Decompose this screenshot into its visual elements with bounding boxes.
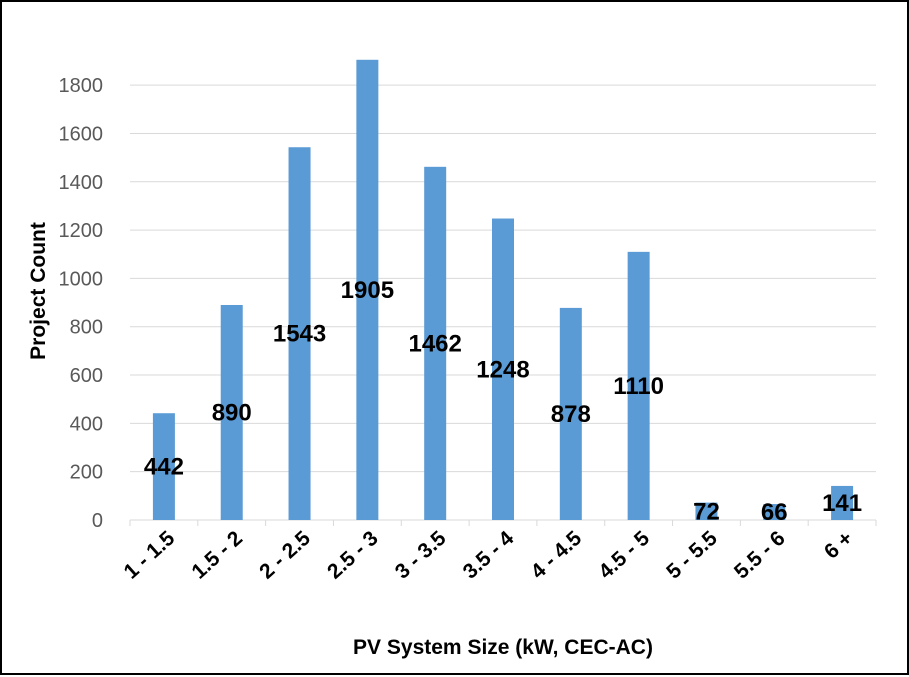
bar bbox=[627, 251, 650, 521]
y-tick-label: 0 bbox=[92, 510, 103, 532]
data-label: 1462 bbox=[408, 330, 461, 357]
y-tick-label: 200 bbox=[70, 462, 103, 484]
y-tick-label: 800 bbox=[70, 317, 103, 339]
data-label: 66 bbox=[761, 499, 788, 526]
data-label: 1543 bbox=[273, 321, 326, 348]
bar bbox=[763, 504, 786, 520]
x-tick-label: 1 - 1.5 bbox=[120, 526, 180, 583]
x-tick-label: 3.5 - 4 bbox=[459, 526, 519, 583]
bar-series bbox=[152, 59, 854, 521]
bar bbox=[492, 218, 514, 521]
y-tick-label: 1400 bbox=[59, 172, 104, 194]
bar bbox=[220, 304, 243, 520]
data-label: 878 bbox=[551, 401, 591, 428]
y-tick-label: 1600 bbox=[59, 123, 104, 145]
y-tick-label: 1000 bbox=[59, 268, 104, 290]
data-label: 1110 bbox=[613, 373, 664, 400]
data-label: 442 bbox=[144, 454, 184, 481]
data-labels: 442 890 1543 1905 1462 1248 878 1110 72 66 141 bbox=[144, 277, 862, 526]
x-tick-label: 5.5 - 6 bbox=[730, 527, 790, 584]
bar bbox=[356, 59, 379, 520]
x-tick-label: 3 - 3.5 bbox=[391, 526, 451, 583]
data-label: 1248 bbox=[476, 356, 529, 383]
y-tick-label: 1800 bbox=[59, 75, 104, 97]
bar bbox=[424, 166, 447, 520]
x-tick-label: 4.5 - 5 bbox=[594, 526, 654, 583]
bar bbox=[559, 307, 582, 520]
bar bbox=[288, 147, 311, 520]
x-tick-label: 1.5 - 2 bbox=[187, 527, 247, 584]
x-axis-title: PV System Size (kW, CEC-AC) bbox=[353, 636, 653, 659]
y-tick-label: 600 bbox=[70, 365, 103, 387]
data-label: 141 bbox=[822, 490, 862, 517]
y-tick-label: 400 bbox=[70, 413, 103, 435]
y-tick-label: 1200 bbox=[59, 220, 104, 242]
bar bbox=[695, 502, 718, 520]
data-label: 1905 bbox=[341, 277, 394, 304]
x-tick-label: 4 - 4.5 bbox=[527, 526, 587, 583]
x-tick-label: 2.5 - 3 bbox=[323, 527, 383, 584]
x-tick-label: 5 - 5.5 bbox=[662, 526, 722, 583]
data-label: 72 bbox=[693, 498, 720, 525]
x-tick-label: 6 + bbox=[820, 527, 858, 564]
x-tick-label: 2 - 2.5 bbox=[255, 526, 315, 583]
y-axis-ticks: 0 200 400 600 800 1000 1200 1400 1600 1800 bbox=[59, 75, 104, 532]
y-axis-title: Project Count bbox=[27, 222, 50, 360]
bar bbox=[152, 413, 175, 520]
data-label: 890 bbox=[212, 399, 252, 426]
bar bbox=[831, 485, 854, 520]
